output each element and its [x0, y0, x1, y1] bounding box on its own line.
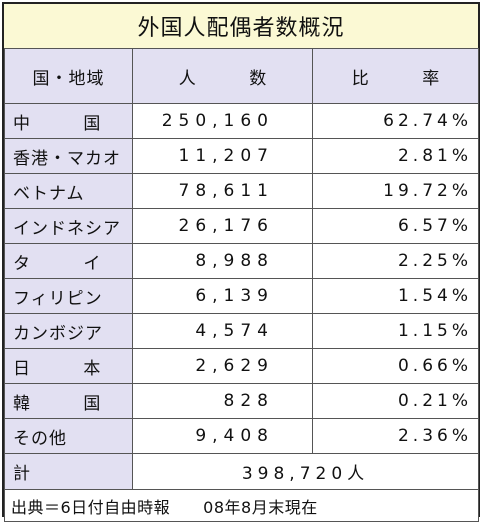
row-ratio: 1.15% — [312, 313, 479, 349]
table-row: ベトナム 78,611 19.72% — [4, 173, 479, 209]
table-row: その他 9,408 2.36% — [4, 418, 479, 454]
table-row: インドネシア 26,176 6.57% — [4, 208, 479, 244]
row-name: 香港・マカオ — [4, 138, 133, 174]
table-row: 韓 国 828 0.21% — [4, 383, 479, 419]
table-row: 日 本 2,629 0.66% — [4, 348, 479, 384]
row-name: フィリピン — [4, 278, 133, 314]
row-count: 9,408 — [132, 418, 313, 454]
total-label: 計 — [4, 453, 133, 490]
row-ratio: 2.25% — [312, 243, 479, 279]
row-ratio: 0.66% — [312, 348, 479, 384]
row-ratio: 6.57% — [312, 208, 479, 244]
spouse-statistics-table: 国・地域 人 数 比 率 中 国 250,160 62.74% 香港・マカオ 1… — [4, 48, 479, 522]
row-count: 4,574 — [132, 313, 313, 349]
row-count: 6,139 — [132, 278, 313, 314]
row-ratio: 2.81% — [312, 138, 479, 174]
row-name: ベトナム — [4, 173, 133, 209]
row-count: 8,988 — [132, 243, 313, 279]
table-title: 外国人配偶者数概況 — [4, 4, 478, 50]
row-count: 78,611 — [132, 173, 313, 209]
row-ratio: 2.36% — [312, 418, 479, 454]
row-name: 中 国 — [4, 103, 133, 139]
row-count: 2,629 — [132, 348, 313, 384]
row-ratio: 62.74% — [312, 103, 479, 139]
row-count: 250,160 — [132, 103, 313, 139]
row-name: 韓 国 — [4, 383, 133, 419]
header-ratio: 比 率 — [312, 48, 479, 104]
table-row: カンボジア 4,574 1.15% — [4, 313, 479, 349]
row-name: カンボジア — [4, 313, 133, 349]
row-count: 828 — [132, 383, 313, 419]
table-row: タ イ 8,988 2.25% — [4, 243, 479, 279]
row-name: タ イ — [4, 243, 133, 279]
row-count: 11,207 — [132, 138, 313, 174]
source-row: 出典＝6日付自由時報 08年8月末現在 — [4, 489, 479, 522]
row-count: 26,176 — [132, 208, 313, 244]
row-ratio: 1.54% — [312, 278, 479, 314]
header-count: 人 数 — [132, 48, 313, 104]
header-row: 国・地域 人 数 比 率 — [4, 48, 479, 104]
source-note: 出典＝6日付自由時報 08年8月末現在 — [4, 489, 479, 522]
table-row: 中 国 250,160 62.74% — [4, 103, 479, 139]
row-name: インドネシア — [4, 208, 133, 244]
row-ratio: 0.21% — [312, 383, 479, 419]
row-name: その他 — [4, 418, 133, 454]
header-country: 国・地域 — [4, 48, 133, 104]
table-row: 香港・マカオ 11,207 2.81% — [4, 138, 479, 174]
total-value: 398,720人 — [132, 453, 479, 490]
row-name: 日 本 — [4, 348, 133, 384]
total-row: 計 398,720人 — [4, 453, 479, 490]
row-ratio: 19.72% — [312, 173, 479, 209]
table-row: フィリピン 6,139 1.54% — [4, 278, 479, 314]
